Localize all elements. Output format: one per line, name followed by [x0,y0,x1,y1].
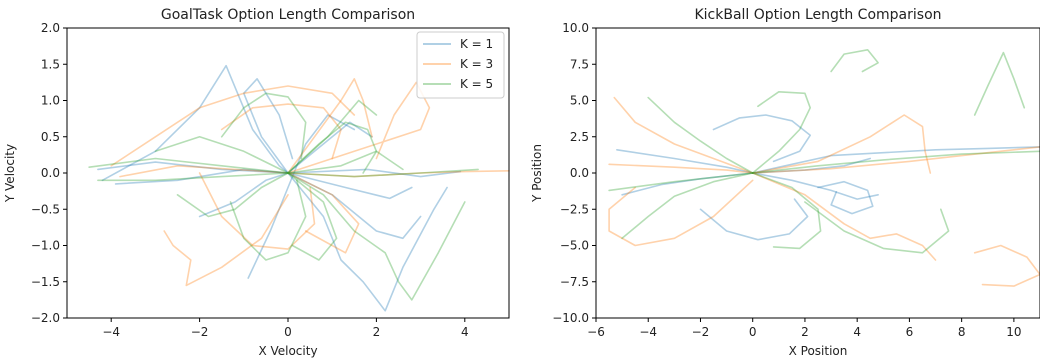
kickball-trajectory-k5-8 [751,172,822,250]
kickball-y-tick-label: −7.5 [560,275,589,289]
kickball-title: KickBall Option Length Comparison [694,7,941,23]
kickball-trajectory-k1-2 [751,146,1040,174]
goaltask-xlabel: X Velocity [258,344,317,358]
legend-label-k3: K = 3 [460,57,493,71]
kickball-trajectory-k3-4 [613,96,754,174]
kickball-trajectory-k5-6 [751,91,811,174]
kickball-y-ticks: −10.0 −7.5 −5.0 −2.5 0.0 2.5 5.0 7.5 10.0 [552,21,596,325]
goaltask-trajectory-k3-5 [119,165,360,254]
goaltask-trajectory-k3-6 [220,103,342,160]
kickball-trajectory-k5-7 [647,96,754,174]
kickball-x-ticks: −6 −4 −2 0 2 4 6 8 10 [587,318,1022,339]
kickball-trajectory-k5-4 [973,51,1026,116]
goaltask-y-tick-label: 1.5 [41,57,60,71]
goaltask-trajectory-k1-8 [198,121,373,218]
goaltask-y-tick-label: −2.0 [31,311,60,325]
kickball-trajectory-k5-3 [830,49,879,73]
kickball-x-tick-label: −2 [692,325,710,339]
goaltask-trajectory-k5-5 [220,92,307,160]
goaltask-trajectory-k3-2 [163,194,289,287]
goaltask-x-tick-label: −2 [191,325,209,339]
kickball-trajectory-k1-3 [712,114,811,163]
goaltask-trajectory-k5-6 [287,121,378,174]
goaltask-x-tick-label: 0 [284,325,292,339]
kickball-x-tick-label: −6 [587,325,605,339]
kickball-trajectory-k5-5 [621,172,754,240]
goaltask-y-tick-label: −1.0 [31,239,60,253]
kickball-trajectory-k1-1 [616,149,879,200]
kickball-y-tick-label: 5.0 [570,94,589,108]
kickball-trajectory-k5-2 [804,201,950,254]
goaltask-trajectory-k5-1 [88,157,479,178]
kickball-x-tick-label: 6 [906,325,914,339]
goaltask-y-tick-label: 1.0 [41,94,60,108]
goaltask-trajectory-k1-4 [247,114,356,279]
kickball-xlabel: X Position [789,344,848,358]
kickball-trajectory-k3-1 [608,146,1040,174]
goaltask-y-tick-label: −1.5 [31,275,60,289]
goaltask-trajectory-k5-7 [154,136,338,261]
kickball-x-tick-label: −4 [639,325,657,339]
kickball-x-tick-label: 8 [958,325,966,339]
kickball-trajectory-k1-6 [621,157,871,196]
kickball-x-tick-label: 2 [801,325,809,339]
goaltask-x-tick-label: −4 [102,325,120,339]
goaltask-trajectory-k3-4 [287,170,510,178]
kickball-y-tick-label: −10.0 [552,311,589,325]
kickball-ylabel: Y Position [530,144,544,203]
kickball-x-tick-label: 10 [1006,325,1021,339]
legend-label-k1: K = 1 [460,37,493,51]
goaltask-trajectory-k5-4 [229,179,307,261]
goaltask-trajectory-k5-2 [287,172,466,301]
kickball-trajectory-k3-5 [751,114,932,174]
kickball-y-tick-label: 7.5 [570,57,589,71]
goaltask-x-ticks: −4 −2 0 2 4 [102,318,469,339]
goaltask-y-tick-label: 0.0 [41,166,60,180]
goaltask-trajectory-k5-8 [176,99,378,218]
kickball-y-tick-label: 0.0 [570,166,589,180]
legend-label-k5: K = 5 [460,77,493,91]
goaltask-trajectory-k1-3 [114,168,462,185]
goaltask-legend: K = 1 K = 3 K = 5 [416,31,505,99]
goaltask-trajectory-k1-6 [287,172,422,240]
kickball-trajectory-k3-2 [751,172,937,261]
goaltask-x-tick-label: 4 [461,325,469,339]
kickball-y-tick-label: 10.0 [562,21,589,35]
kickball-x-tick-label: 4 [853,325,861,339]
goaltask-trajectory-k1-7 [97,161,413,200]
kickball-trajectories [608,49,1040,287]
goaltask-y-tick-label: −0.5 [31,202,60,216]
kickball-x-tick-label: 0 [749,325,757,339]
goaltask-x-tick-label: 2 [373,325,381,339]
goaltask-trajectories [88,64,510,312]
kickball-trajectory-k3-6 [973,244,1040,287]
goaltask-trajectory-k1-1 [101,64,289,182]
legend-frame [416,31,505,99]
kickball-chart: KickBall Option Length Comparison −6 −4 −2… [530,7,1040,358]
goaltask-trajectory-k1-2 [287,172,448,312]
goaltask-y-tick-label: 2.0 [41,21,60,35]
goaltask-title: GoalTask Option Length Comparison [161,7,415,23]
goaltask-trajectory-k3-8 [287,78,373,174]
kickball-trajectory-k5-1 [608,150,1040,192]
goaltask-trajectory-k5-3 [97,150,404,182]
goaltask-y-tick-label: 0.5 [41,130,60,144]
goaltask-y-ticks: −2.0 −1.5 −1.0 −0.5 0.0 0.5 1.0 1.5 2.0 [31,21,67,325]
kickball-y-tick-label: −5.0 [560,239,589,253]
kickball-trajectory-k1-5 [817,180,874,215]
kickball-trajectory-k1-4 [699,198,809,241]
goaltask-chart: GoalTask Option Length Comparison −4 −2 0 2… [3,7,510,358]
goaltask-trajectory-k3-3 [287,81,431,174]
goaltask-ylabel: Y Velocity [3,144,17,203]
kickball-y-tick-label: 2.5 [570,130,589,144]
goaltask-trajectory-k1-5 [243,78,294,174]
goaltask-trajectory-k3-1 [110,85,356,167]
kickball-y-tick-label: −2.5 [560,202,589,216]
kickball-plot-frame [595,27,1040,319]
kickball-trajectory-k3-3 [608,179,754,247]
goaltask-trajectory-k3-7 [198,172,316,250]
